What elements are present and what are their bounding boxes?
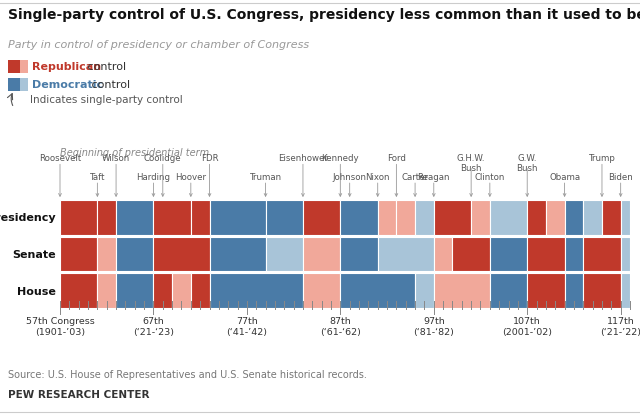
Text: 77th
(‘41-’42): 77th (‘41-’42) — [227, 317, 268, 337]
Text: Source: U.S. House of Representatives and U.S. Senate historical records.: Source: U.S. House of Representatives an… — [8, 370, 367, 380]
Text: 57th Congress
(1901-’03): 57th Congress (1901-’03) — [26, 317, 94, 337]
Text: 87th
(‘61-‘62): 87th (‘61-‘62) — [320, 317, 361, 337]
Bar — [154, 237, 209, 271]
Text: Indicates single-party control: Indicates single-party control — [30, 95, 183, 105]
Bar — [209, 274, 303, 308]
Bar — [490, 237, 527, 271]
Bar — [97, 200, 116, 235]
Bar — [583, 200, 602, 235]
Bar — [564, 200, 583, 235]
Bar — [172, 274, 191, 308]
Bar — [583, 237, 621, 271]
Bar — [396, 200, 415, 235]
Bar — [527, 274, 564, 308]
Bar — [340, 274, 415, 308]
Bar — [116, 237, 154, 271]
Bar — [266, 237, 303, 271]
Text: Nixon: Nixon — [365, 173, 390, 182]
Text: Carter: Carter — [401, 173, 429, 182]
Bar — [303, 200, 340, 235]
Bar — [527, 237, 564, 271]
Text: 67th
(‘21-‘23): 67th (‘21-‘23) — [133, 317, 174, 337]
Text: G.H.W.
Bush: G.H.W. Bush — [457, 154, 485, 173]
Bar — [415, 200, 434, 235]
Bar — [60, 200, 97, 235]
Bar — [471, 200, 490, 235]
Bar — [154, 274, 172, 308]
Text: Roosevelt: Roosevelt — [39, 154, 81, 163]
Text: Eisenhower: Eisenhower — [278, 154, 328, 163]
Text: Single-party control of U.S. Congress, presidency less common than it used to be: Single-party control of U.S. Congress, p… — [8, 8, 640, 22]
Bar — [621, 200, 630, 235]
Bar — [60, 274, 97, 308]
Bar — [340, 200, 378, 235]
Text: 107th
(2001-’02): 107th (2001-’02) — [502, 317, 552, 337]
Bar — [434, 237, 452, 271]
Bar — [490, 274, 527, 308]
Text: FDR: FDR — [201, 154, 218, 163]
Text: Trump: Trump — [589, 154, 616, 163]
Text: Party in control of presidency or chamber of Congress: Party in control of presidency or chambe… — [8, 40, 309, 50]
Bar — [434, 274, 490, 308]
Bar — [452, 237, 490, 271]
Bar — [564, 274, 583, 308]
Text: Johnson: Johnson — [333, 173, 367, 182]
Text: PEW RESEARCH CENTER: PEW RESEARCH CENTER — [8, 390, 150, 400]
Text: 97th
(‘81-‘82): 97th (‘81-‘82) — [413, 317, 454, 337]
Text: Coolidge: Coolidge — [144, 154, 182, 163]
Bar — [546, 200, 564, 235]
Bar — [97, 237, 116, 271]
Text: Kennedy: Kennedy — [321, 154, 359, 163]
Bar — [527, 200, 546, 235]
Bar — [564, 237, 583, 271]
Text: Ford: Ford — [387, 154, 406, 163]
Text: Republican: Republican — [32, 61, 101, 71]
Text: Clinton: Clinton — [475, 173, 505, 182]
Text: Reagan: Reagan — [417, 173, 450, 182]
Bar — [154, 200, 191, 235]
Bar — [303, 237, 340, 271]
Bar — [583, 274, 621, 308]
Text: 117th
(‘21-’22): 117th (‘21-’22) — [600, 317, 640, 337]
Bar — [191, 200, 209, 235]
Text: Hoover: Hoover — [175, 173, 206, 182]
Bar — [378, 237, 434, 271]
Bar — [303, 274, 340, 308]
Text: Biden: Biden — [608, 173, 633, 182]
Bar — [209, 200, 266, 235]
Bar — [116, 274, 154, 308]
Bar — [191, 274, 209, 308]
Bar — [621, 237, 630, 271]
Bar — [97, 274, 116, 308]
Bar — [209, 237, 266, 271]
Text: Democratic: Democratic — [32, 80, 103, 90]
Text: Harding: Harding — [136, 173, 170, 182]
Text: Beginning of presidential term: Beginning of presidential term — [60, 148, 209, 158]
Bar — [340, 237, 378, 271]
Text: control: control — [88, 80, 130, 90]
Text: Truman: Truman — [250, 173, 282, 182]
Text: Taft: Taft — [90, 173, 105, 182]
Text: Obama: Obama — [549, 173, 580, 182]
Bar — [621, 274, 630, 308]
Bar — [434, 200, 471, 235]
Text: control: control — [84, 61, 126, 71]
Bar — [415, 274, 434, 308]
Text: Wilson: Wilson — [102, 154, 130, 163]
Bar — [602, 200, 621, 235]
Bar — [266, 200, 303, 235]
Bar — [490, 200, 527, 235]
Bar — [116, 200, 154, 235]
Text: G.W.
Bush: G.W. Bush — [516, 154, 538, 173]
Bar — [60, 237, 97, 271]
Bar — [378, 200, 396, 235]
